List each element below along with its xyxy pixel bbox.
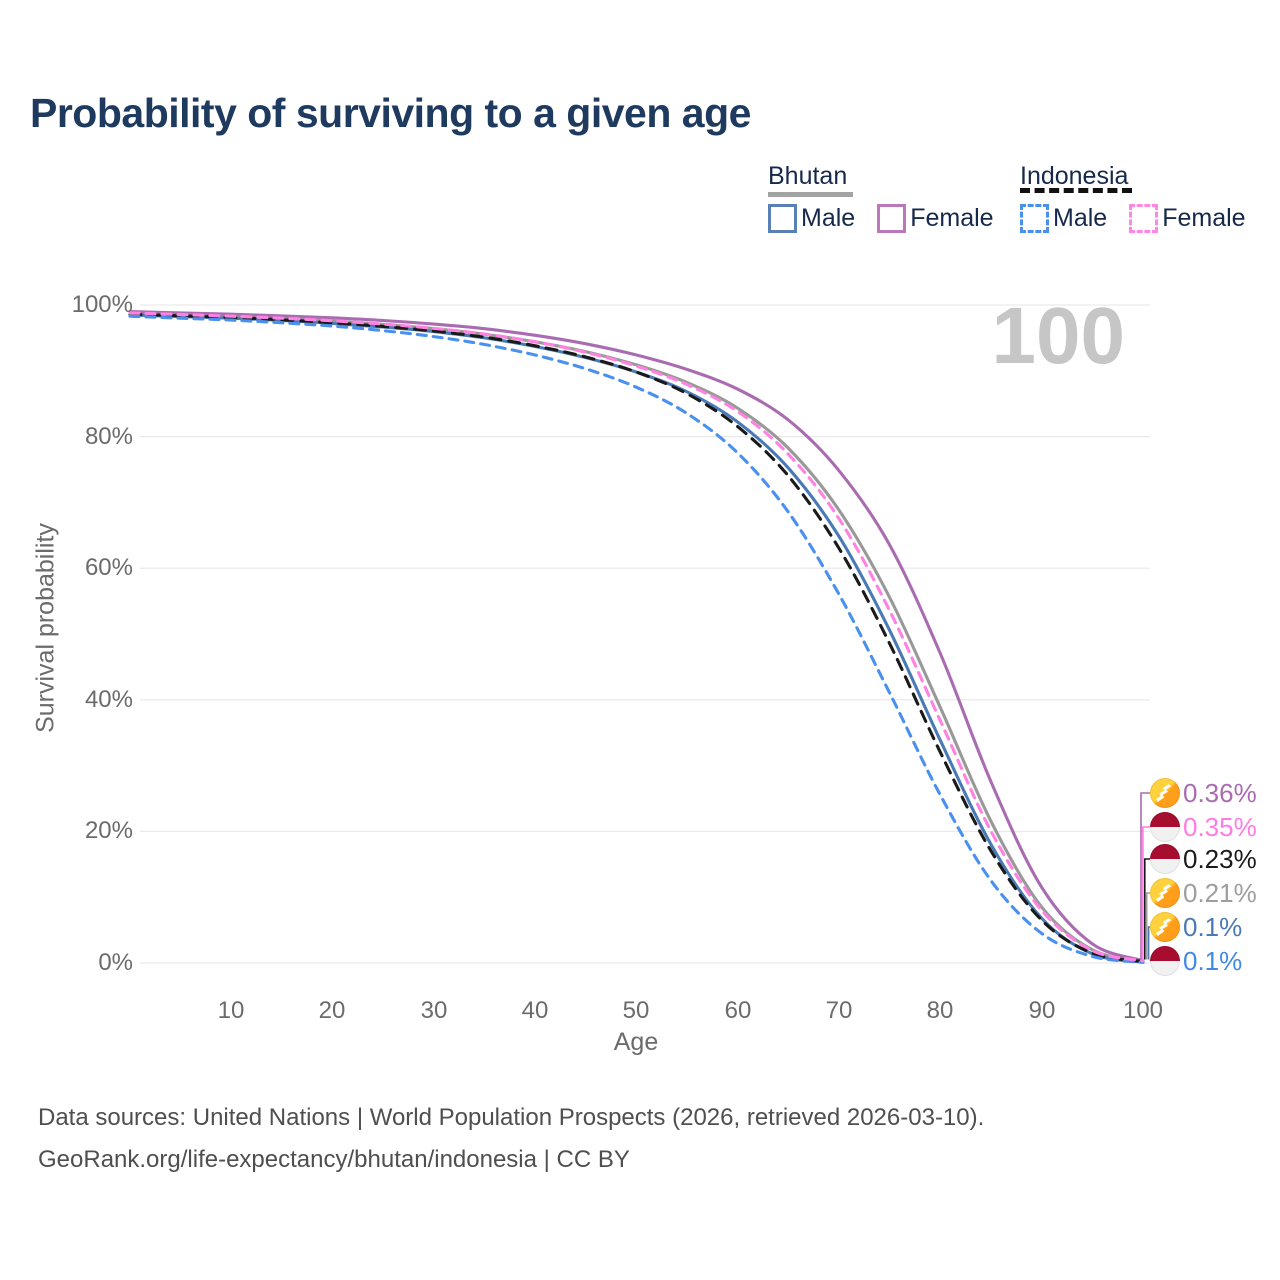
end-label-indonesia-female: 0.35%: [1150, 810, 1257, 844]
curve-indonesia-male[interactable]: [128, 314, 1145, 964]
curve-indonesia-total[interactable]: [128, 312, 1145, 964]
legend-swatch-bhutan-male[interactable]: [768, 204, 797, 233]
end-value: 0.35%: [1183, 811, 1257, 842]
indonesia-flag-icon: [1150, 844, 1180, 874]
curve-indonesia-female[interactable]: [128, 311, 1145, 963]
legend-indonesia-items: Male Female: [1020, 204, 1268, 233]
curve-bhutan-total[interactable]: [128, 312, 1145, 964]
indonesia-flag-icon: [1150, 946, 1180, 976]
end-label-indonesia-total: 0.23%: [1150, 842, 1257, 876]
curve-bhutan-male[interactable]: [128, 313, 1145, 964]
ytick-80: 80%: [84, 423, 133, 450]
end-label-bhutan-female: 0.36%: [1150, 776, 1257, 810]
bhutan-flag-icon: [1150, 912, 1180, 942]
end-value: 0.1%: [1183, 911, 1243, 942]
end-label-bhutan-male: 0.1%: [1150, 910, 1242, 944]
end-value: 0.23%: [1183, 843, 1257, 874]
end-label-indonesia-male: 0.1%: [1150, 944, 1242, 978]
xtick-60: 60: [724, 997, 752, 1024]
end-label-bhutan-total: 0.21%: [1150, 876, 1257, 910]
legend-swatch-indonesia-male[interactable]: [1020, 204, 1049, 233]
source-url-text: GeoRank.org/life-expectancy/bhutan/indon…: [38, 1146, 630, 1173]
hovered-age-watermark: 100: [991, 291, 1125, 380]
leader-line: [1142, 826, 1150, 960]
page-title: Probability of surviving to a given age: [30, 90, 751, 136]
x-axis-title: Age: [613, 1028, 659, 1056]
xtick-20: 20: [318, 997, 346, 1024]
ytick-60: 60%: [84, 554, 133, 581]
xtick-70: 70: [825, 997, 853, 1024]
xtick-90: 90: [1028, 997, 1056, 1024]
legend-swatch-indonesia-female[interactable]: [1129, 204, 1159, 233]
y-axis-title: Survival probability: [31, 523, 60, 733]
end-value: 0.21%: [1183, 877, 1257, 908]
xtick-30: 30: [420, 997, 448, 1024]
legend-label-indonesia-male[interactable]: Male: [1053, 204, 1108, 232]
leader-line: [1144, 858, 1150, 960]
legend-label-bhutan-female[interactable]: Female: [910, 204, 994, 232]
curve-bhutan-female[interactable]: [128, 310, 1145, 963]
leader-line: [1145, 892, 1150, 960]
end-value: 0.36%: [1183, 777, 1257, 808]
legend-indonesia-line-sample: [1020, 188, 1132, 193]
xtick-50: 50: [622, 997, 650, 1024]
bhutan-flag-icon: [1150, 878, 1180, 908]
xtick-80: 80: [926, 997, 954, 1024]
xtick-10: 10: [217, 997, 245, 1024]
indonesia-flag-icon: [1150, 812, 1180, 842]
legend-swatch-bhutan-female[interactable]: [877, 204, 907, 233]
legend-label-bhutan-male[interactable]: Male: [801, 204, 856, 232]
xtick-40: 40: [521, 997, 549, 1024]
legend-bhutan-items: Male Female: [768, 204, 1016, 233]
ytick-40: 40%: [84, 686, 133, 713]
ytick-0: 0%: [98, 949, 133, 976]
legend-bhutan-line-sample: [768, 192, 853, 197]
ytick-100: 100%: [71, 291, 133, 318]
legend-group-indonesia-label[interactable]: Indonesia: [1020, 162, 1129, 190]
ytick-20: 20%: [84, 817, 133, 844]
bhutan-flag-icon: [1150, 778, 1180, 808]
leader-line: [1140, 792, 1150, 960]
xtick-100: 100: [1122, 997, 1164, 1024]
end-value: 0.1%: [1183, 945, 1243, 976]
legend-group-bhutan-label[interactable]: Bhutan: [768, 162, 848, 190]
data-sources-text: Data sources: United Nations | World Pop…: [38, 1104, 985, 1131]
legend-label-indonesia-female[interactable]: Female: [1162, 204, 1246, 232]
